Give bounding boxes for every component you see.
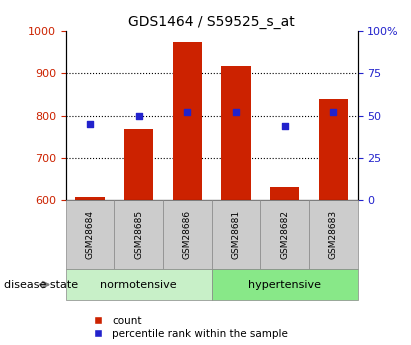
Point [233,109,239,115]
Bar [222,66,251,200]
Text: GSM28686: GSM28686 [183,210,192,259]
Point [184,109,191,115]
Bar [173,42,202,200]
Point [281,123,288,128]
Text: GSM28683: GSM28683 [329,210,338,259]
Point [87,121,93,127]
Title: GDS1464 / S59525_s_at: GDS1464 / S59525_s_at [128,14,295,29]
Text: hypertensive: hypertensive [248,280,321,289]
Text: disease state: disease state [4,280,78,289]
Text: GSM28682: GSM28682 [280,210,289,259]
Bar [76,197,105,200]
Text: normotensive: normotensive [100,280,177,289]
Bar [319,99,348,200]
Point [330,109,337,115]
Legend: count, percentile rank within the sample: count, percentile rank within the sample [88,316,288,339]
Bar [270,187,299,200]
Text: GSM28685: GSM28685 [134,210,143,259]
Text: GSM28681: GSM28681 [231,210,240,259]
Text: GSM28684: GSM28684 [85,210,95,259]
Point [136,113,142,118]
Bar [124,129,153,200]
